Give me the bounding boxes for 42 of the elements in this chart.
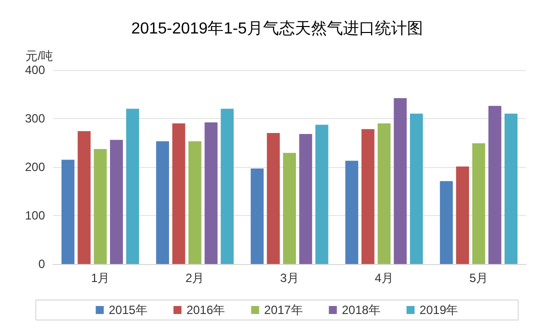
x-tick-label: 3月	[280, 271, 299, 285]
y-tick-label: 200	[24, 160, 46, 174]
bar	[250, 168, 264, 264]
bar	[62, 160, 74, 264]
bar	[361, 129, 374, 264]
x-tick-label: 2月	[186, 271, 204, 285]
legend-label: 2016年	[186, 303, 226, 317]
x-tick-label: 5月	[469, 271, 488, 285]
bar	[283, 152, 296, 264]
bar	[156, 141, 170, 264]
bar	[78, 131, 91, 264]
bar	[394, 98, 407, 264]
bar	[410, 114, 423, 264]
y-tick-label: 100	[24, 208, 46, 222]
bar	[204, 122, 218, 264]
y-tick-label: 400	[24, 63, 46, 77]
legend-label: 2015年	[108, 303, 148, 317]
legend-label: 2017年	[264, 303, 303, 317]
bar	[504, 114, 518, 264]
bar	[126, 108, 140, 264]
bar	[172, 123, 186, 264]
bar	[378, 123, 391, 264]
bar	[94, 149, 107, 264]
x-tick-label: 4月	[374, 271, 394, 285]
bar	[299, 134, 312, 264]
legend-label: 2018年	[342, 303, 381, 317]
chart-title: 2015-2019年1-5月气态天然气进口统计图	[131, 20, 423, 38]
bar	[472, 143, 486, 264]
bar	[345, 160, 358, 264]
bar	[110, 140, 123, 264]
bar	[488, 106, 502, 264]
bar	[456, 166, 470, 264]
legend-label: 2019年	[420, 303, 458, 317]
x-tick-label: 1月	[90, 271, 110, 285]
y-axis-title: 元/吨	[26, 49, 53, 63]
y-tick-label: 300	[24, 112, 46, 126]
y-tick-label: 0	[38, 257, 46, 271]
bar	[188, 141, 202, 264]
bar	[440, 181, 453, 264]
bar	[220, 108, 234, 264]
bar	[266, 133, 280, 264]
bar	[315, 124, 328, 264]
